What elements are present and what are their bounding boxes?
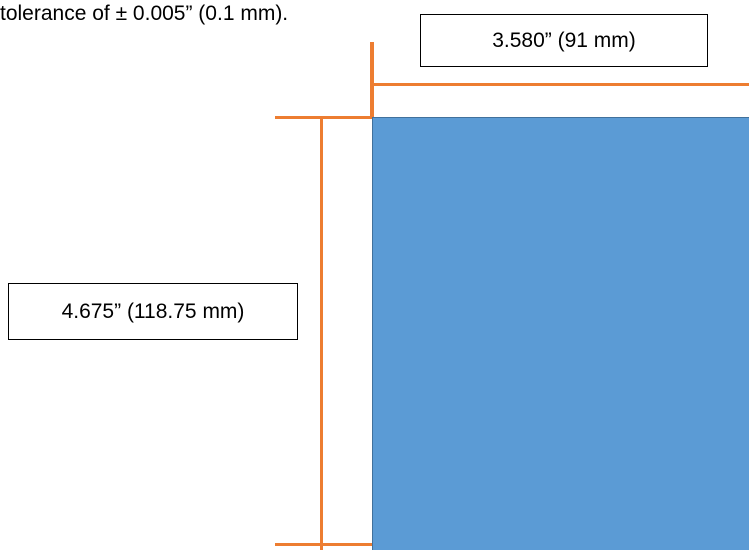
width-dimension-label: 3.580” (91 mm) [420, 14, 708, 67]
height-dimension-text: 4.675” (118.75 mm) [61, 299, 245, 323]
height-extension-line-top [275, 116, 374, 119]
height-extension-line-bottom [275, 543, 374, 546]
width-dimension-line [370, 83, 749, 86]
intro-text: tolerance of ± 0.005” (0.1 mm). [0, 2, 289, 25]
card-panel [372, 117, 749, 550]
width-dimension-text: 3.580” (91 mm) [492, 28, 636, 52]
height-dimension-label: 4.675” (118.75 mm) [8, 283, 298, 340]
width-extension-line-vertical [370, 42, 374, 117]
height-dimension-line [320, 116, 323, 550]
